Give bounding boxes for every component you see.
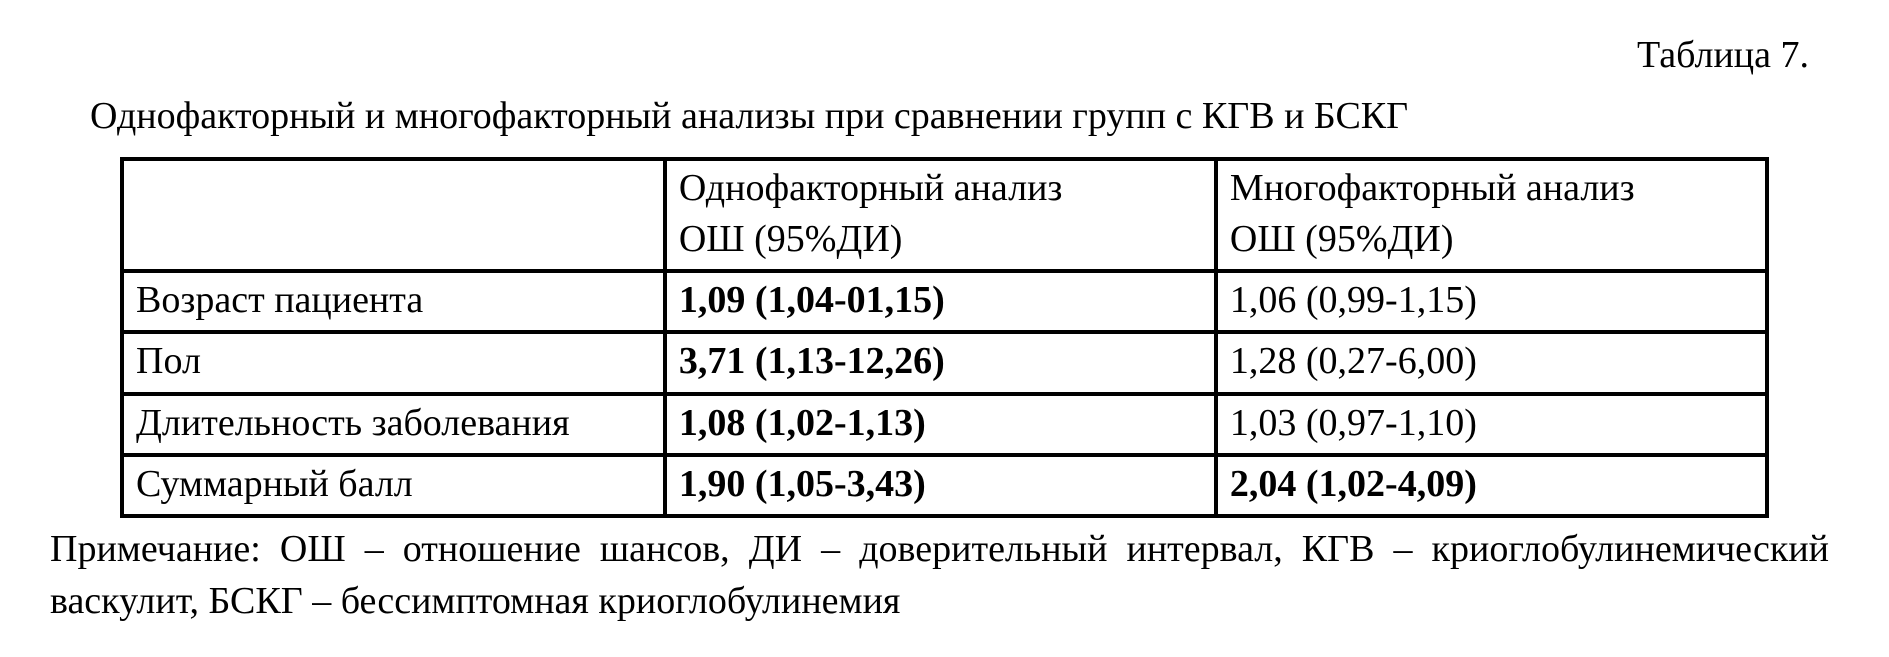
table-caption: Однофакторный и многофакторный анализы п… xyxy=(90,91,1839,142)
header-multivariate-line2: ОШ (95%ДИ) xyxy=(1230,218,1454,260)
table-header-row: Однофакторный анализ ОШ (95%ДИ) Многофак… xyxy=(122,159,1767,272)
row-univariate: 1,08 (1,02-1,13) xyxy=(665,394,1216,455)
header-univariate-line2: ОШ (95%ДИ) xyxy=(679,218,903,260)
table-number: Таблица 7. xyxy=(50,30,1809,81)
row-label: Суммарный балл xyxy=(122,455,665,516)
row-multivariate: 1,06 (0,99-1,15) xyxy=(1216,271,1767,332)
header-univariate: Однофакторный анализ ОШ (95%ДИ) xyxy=(665,159,1216,272)
analysis-table: Однофакторный анализ ОШ (95%ДИ) Многофак… xyxy=(120,157,1769,519)
row-label: Длительность заболевания xyxy=(122,394,665,455)
table-body: Возраст пациента1,09 (1,04-01,15)1,06 (0… xyxy=(122,271,1767,516)
table-row: Пол3,71 (1,13-12,26)1,28 (0,27-6,00) xyxy=(122,332,1767,393)
header-multivariate-line1: Многофакторный анализ xyxy=(1230,167,1635,209)
document-page: Таблица 7. Однофакторный и многофакторны… xyxy=(0,0,1889,657)
row-univariate: 1,90 (1,05-3,43) xyxy=(665,455,1216,516)
row-label: Пол xyxy=(122,332,665,393)
header-univariate-line1: Однофакторный анализ xyxy=(679,167,1063,209)
row-multivariate: 1,03 (0,97-1,10) xyxy=(1216,394,1767,455)
table-row: Длительность заболевания1,08 (1,02-1,13)… xyxy=(122,394,1767,455)
header-multivariate: Многофакторный анализ ОШ (95%ДИ) xyxy=(1216,159,1767,272)
row-univariate: 1,09 (1,04-01,15) xyxy=(665,271,1216,332)
table-row: Суммарный балл1,90 (1,05-3,43)2,04 (1,02… xyxy=(122,455,1767,516)
header-empty xyxy=(122,159,665,272)
table-row: Возраст пациента1,09 (1,04-01,15)1,06 (0… xyxy=(122,271,1767,332)
row-univariate: 3,71 (1,13-12,26) xyxy=(665,332,1216,393)
table-footnote: Примечание: ОШ – отношение шансов, ДИ – … xyxy=(50,524,1829,627)
row-multivariate: 1,28 (0,27-6,00) xyxy=(1216,332,1767,393)
row-multivariate: 2,04 (1,02-4,09) xyxy=(1216,455,1767,516)
row-label: Возраст пациента xyxy=(122,271,665,332)
